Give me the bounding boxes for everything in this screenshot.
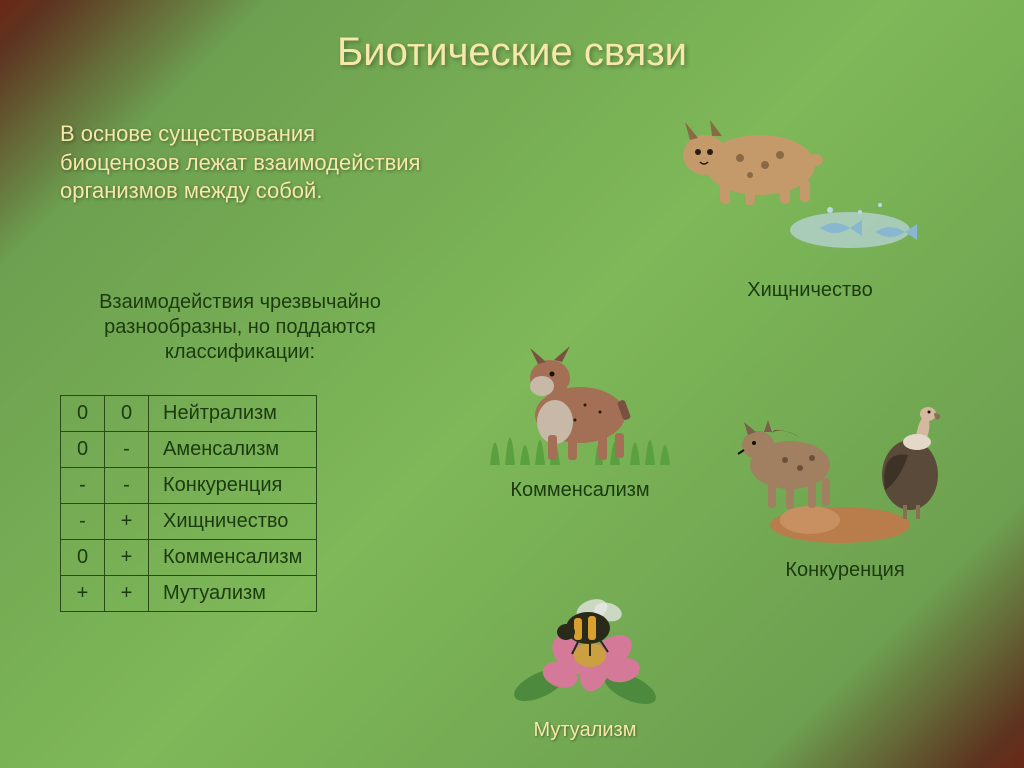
symbol-a: + <box>61 576 105 612</box>
symbol-b: 0 <box>105 396 149 432</box>
dog-grass-icon <box>480 330 680 470</box>
interaction-name: Аменсализм <box>149 432 317 468</box>
symbol-a: 0 <box>61 432 105 468</box>
caption-mutualism: Мутуализм <box>500 719 670 742</box>
interaction-name: Мутуализм <box>149 576 317 612</box>
intro-text: В основе существования биоценозов лежат … <box>60 120 430 206</box>
bee-flower-icon <box>500 570 670 710</box>
symbol-b: - <box>105 468 149 504</box>
interaction-name: Комменсализм <box>149 540 317 576</box>
symbol-b: + <box>105 504 149 540</box>
table-row: + + Мутуализм <box>61 576 317 612</box>
figure-commensalism: Комменсализм <box>480 330 680 502</box>
interaction-name: Хищничество <box>149 504 317 540</box>
symbol-a: 0 <box>61 540 105 576</box>
figure-competition: Конкуренция <box>720 380 970 582</box>
symbol-b: + <box>105 540 149 576</box>
table-row: 0 + Комменсализм <box>61 540 317 576</box>
symbol-a: - <box>61 468 105 504</box>
slide-title: Биотические связи <box>0 0 1024 75</box>
interaction-name: Нейтрализм <box>149 396 317 432</box>
caption-competition: Конкуренция <box>720 559 970 582</box>
table-row: 0 0 Нейтрализм <box>61 396 317 432</box>
lynx-fish-icon <box>650 110 970 270</box>
figure-predation: Хищничество <box>650 110 970 302</box>
subintro-text: Взаимодействия чрезвычайно разнообразны,… <box>60 290 420 365</box>
hyena-vulture-icon <box>720 380 970 550</box>
symbol-a: 0 <box>61 396 105 432</box>
classification-table: 0 0 Нейтрализм 0 - Аменсализм - - Конкур… <box>60 395 317 612</box>
figure-mutualism: Мутуализм <box>500 570 670 742</box>
symbol-b: - <box>105 432 149 468</box>
symbol-b: + <box>105 576 149 612</box>
table-row: 0 - Аменсализм <box>61 432 317 468</box>
table-row: - - Конкуренция <box>61 468 317 504</box>
caption-commensalism: Комменсализм <box>480 479 680 502</box>
symbol-a: - <box>61 504 105 540</box>
interaction-name: Конкуренция <box>149 468 317 504</box>
caption-predation: Хищничество <box>650 279 970 302</box>
slide: Биотические связи В основе существования… <box>0 0 1024 768</box>
table-row: - + Хищничество <box>61 504 317 540</box>
